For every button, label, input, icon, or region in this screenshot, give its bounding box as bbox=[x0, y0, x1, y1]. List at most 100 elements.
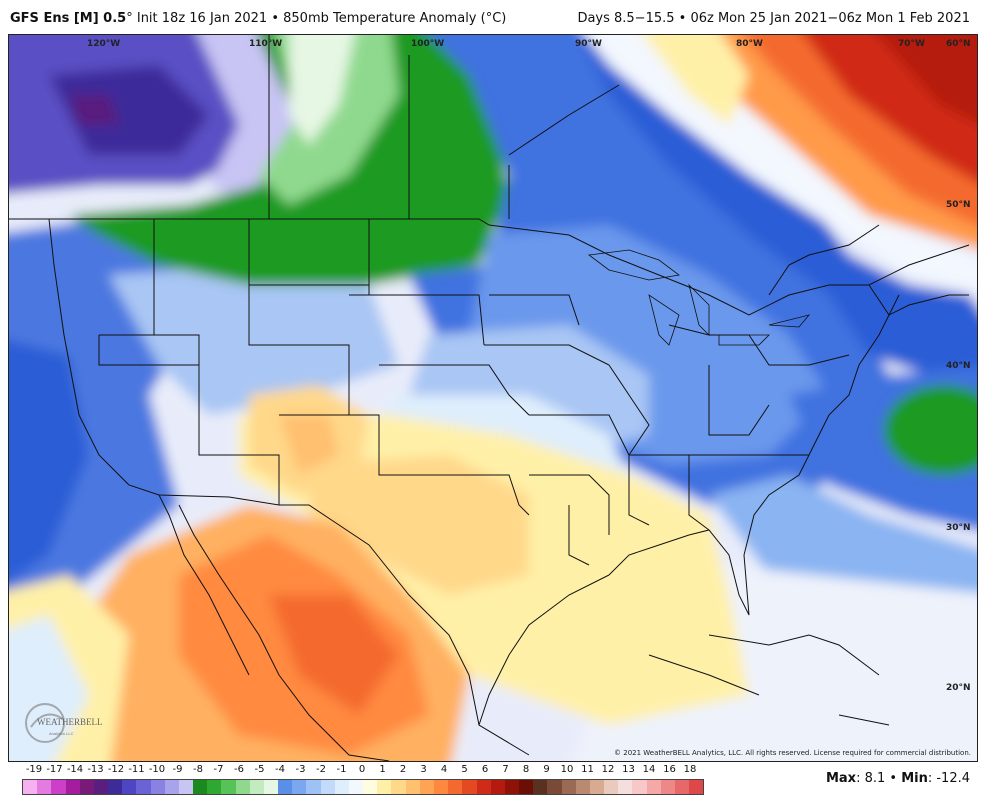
colorbar-swatch bbox=[561, 780, 576, 794]
colorbar-tick: 14 bbox=[642, 764, 656, 775]
colorbar-swatch bbox=[632, 780, 647, 794]
colorbar-tick: 0 bbox=[358, 764, 366, 775]
anomaly-map[interactable]: 120°W 110°W 100°W 90°W 80°W 70°W 60°N 50… bbox=[8, 34, 978, 762]
colorbar-tick: -1 bbox=[336, 764, 347, 775]
colorbar-tick: 10 bbox=[560, 764, 574, 775]
lat-label-30n: 30°N bbox=[946, 523, 971, 533]
colorbar-tick: -10 bbox=[148, 764, 166, 775]
colorbar-tick: 7 bbox=[502, 764, 509, 775]
colorbar-swatch bbox=[278, 780, 293, 794]
anomaly-field bbox=[9, 35, 977, 761]
lon-label-90w: 90°W bbox=[575, 39, 602, 49]
colorbar-swatch bbox=[193, 780, 208, 794]
colorbar-tick: 2 bbox=[399, 764, 407, 775]
colorbar-swatch bbox=[689, 780, 704, 794]
logo-sub-text: Analytics LLC bbox=[49, 731, 74, 736]
colorbar-tick: 6 bbox=[481, 764, 489, 775]
stat-separator: • bbox=[885, 771, 902, 786]
colorbar-swatch bbox=[674, 780, 690, 794]
logo-text: WEATHERBELL bbox=[37, 717, 103, 727]
min-label: Min bbox=[901, 771, 928, 786]
colorbar-tick: -11 bbox=[128, 764, 145, 775]
colorbar-swatch bbox=[320, 780, 335, 794]
colorbar-swatch bbox=[348, 780, 364, 794]
colorbar-tick: 9 bbox=[543, 764, 550, 775]
colorbar-tick: -3 bbox=[295, 764, 306, 775]
colorbar-tick: -6 bbox=[234, 764, 244, 775]
colorbar-swatch bbox=[589, 780, 605, 794]
colorbar-swatch bbox=[419, 780, 434, 794]
valid-period: Days 8.5−15.5 • 06z Mon 25 Jan 2021−06z … bbox=[577, 11, 970, 26]
colorbar-swatch bbox=[646, 780, 661, 794]
colorbar-swatch bbox=[249, 780, 264, 794]
lon-label-120w: 120°W bbox=[87, 39, 121, 49]
init-info: Init 18z 16 Jan 2021 • 850mb Temperature… bbox=[136, 11, 507, 26]
great-lakes bbox=[587, 249, 811, 346]
lat-label-20n: 20°N bbox=[946, 683, 971, 693]
colorbar-swatch bbox=[221, 780, 236, 794]
weatherbell-logo: WEATHERBELL Analytics LLC bbox=[23, 701, 113, 745]
colorbar-tick: 5 bbox=[461, 764, 468, 775]
colorbar-swatch bbox=[476, 780, 491, 794]
colorbar-swatch bbox=[65, 780, 80, 794]
colorbar-tick: -7 bbox=[213, 764, 224, 775]
colorbar-tick: 1 bbox=[379, 764, 386, 775]
colorbar-swatch bbox=[660, 780, 675, 794]
colorbar-tick: -13 bbox=[87, 764, 104, 775]
colorbar-swatch bbox=[122, 780, 137, 794]
colorbar-tick: -5 bbox=[254, 764, 265, 775]
colorbar-swatch bbox=[235, 780, 250, 794]
lat-label-50n: 50°N bbox=[946, 200, 971, 210]
map-title: GFS Ens [M] 0.5° Init 18z 16 Jan 2021 • … bbox=[10, 11, 506, 26]
colorbar-swatch bbox=[490, 780, 505, 794]
colorbar-swatch bbox=[136, 780, 151, 794]
colorbar-swatch bbox=[79, 780, 94, 794]
logo-swirl-icon: WEATHERBELL Analytics LLC bbox=[25, 703, 103, 743]
map-canvas bbox=[9, 35, 977, 761]
colorbar-tick: -4 bbox=[275, 764, 285, 775]
lon-label-110w: 110°W bbox=[249, 39, 283, 49]
max-label: Max bbox=[825, 771, 857, 786]
colorbar-swatch bbox=[575, 780, 590, 794]
colorbar-tick: 4 bbox=[440, 764, 448, 775]
colorbar-tick: 18 bbox=[683, 764, 697, 775]
colorbar-swatch bbox=[462, 780, 477, 794]
max-min-stats: Max: 8.1 • Min: -12.4 bbox=[826, 771, 970, 786]
colorbar-tick: -17 bbox=[46, 764, 63, 775]
colorbar-swatch bbox=[533, 780, 548, 794]
copyright-notice: © 2021 WeatherBELL Analytics, LLC. All r… bbox=[614, 749, 971, 757]
colorbar-tick: -12 bbox=[107, 764, 125, 775]
colorbar-swatch bbox=[433, 780, 449, 794]
min-value: : -12.4 bbox=[927, 771, 970, 786]
degree-mark: ° bbox=[126, 11, 133, 26]
colorbar-swatch bbox=[37, 780, 52, 794]
colorbar-swatch bbox=[108, 780, 123, 794]
colorbar-swatch bbox=[363, 780, 378, 794]
colorbar-tick: -2 bbox=[316, 764, 326, 775]
colorbar bbox=[22, 779, 704, 795]
colorbar-tick: -9 bbox=[172, 764, 183, 775]
model-name: GFS Ens [M] 0.5 bbox=[10, 11, 127, 26]
colorbar-tick: -14 bbox=[66, 764, 84, 775]
colorbar-swatch bbox=[150, 780, 165, 794]
colorbar-swatch bbox=[51, 780, 66, 794]
colorbar-swatch bbox=[618, 780, 633, 794]
borders bbox=[9, 35, 970, 761]
colorbar-swatch bbox=[377, 780, 392, 794]
lon-label-70w: 70°W bbox=[898, 39, 925, 49]
colorbar-tick: 8 bbox=[522, 764, 530, 775]
colorbar-swatch bbox=[178, 780, 194, 794]
colorbar-swatch bbox=[448, 780, 463, 794]
colorbar-swatch bbox=[519, 780, 534, 794]
colorbar-swatch bbox=[93, 780, 109, 794]
lon-label-80w: 80°W bbox=[736, 39, 763, 49]
colorbar-swatch bbox=[391, 780, 406, 794]
colorbar-tick: 16 bbox=[663, 764, 676, 775]
colorbar-tick-labels: -19 -17 -14 -13 -12 -11 -10 -9 -8 -7 -6 -5 -4 -3 -2 -1 0… bbox=[22, 764, 702, 778]
colorbar-tick: 11 bbox=[581, 764, 594, 775]
colorbar-swatch bbox=[504, 780, 520, 794]
colorbar-swatch bbox=[604, 780, 619, 794]
colorbar-swatch bbox=[207, 780, 222, 794]
colorbar-swatch bbox=[547, 780, 562, 794]
colorbar-swatch bbox=[23, 780, 38, 794]
